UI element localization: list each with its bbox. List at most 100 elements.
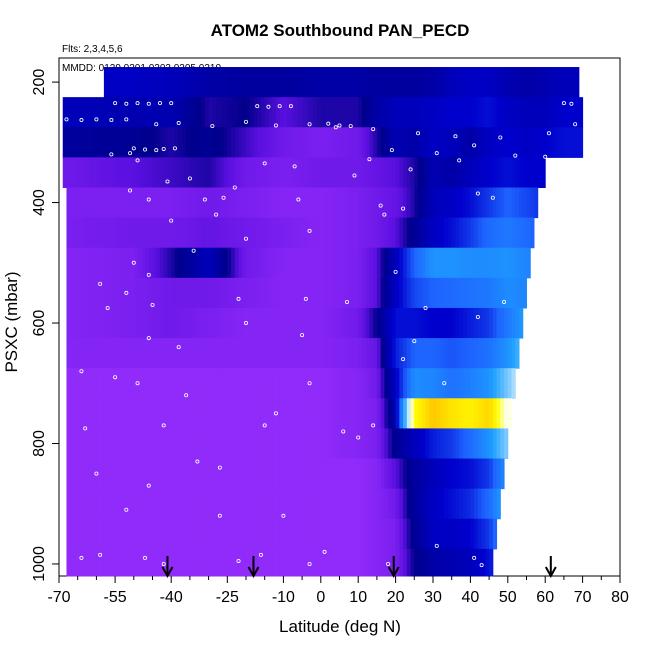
heatmap-cell [492, 518, 498, 550]
heatmap-cell [275, 67, 281, 98]
heatmap-cell [429, 518, 434, 550]
heatmap-cell [219, 368, 225, 399]
heatmap-cell [354, 548, 359, 577]
heatmap-cell [451, 97, 456, 128]
heatmap-cell [111, 157, 116, 188]
heatmap-cell [369, 247, 374, 279]
heatmap-cell [515, 187, 520, 219]
heatmap-cell [260, 338, 266, 369]
heatmap-cell [309, 247, 314, 279]
heatmap-cell [81, 368, 86, 399]
heatmap-cell [204, 247, 210, 279]
heatmap-cell [264, 277, 269, 309]
heatmap-cell [481, 97, 486, 128]
heatmap-cell [485, 458, 490, 490]
sample-point [124, 507, 129, 512]
heatmap-cell [257, 428, 262, 460]
heatmap-cell [111, 548, 116, 577]
heatmap-cell [343, 488, 348, 520]
heatmap-cell [208, 157, 213, 188]
heatmap-cell [436, 488, 441, 520]
sample-point [109, 118, 114, 123]
heatmap-cell [298, 127, 303, 158]
heatmap-cell [73, 488, 79, 520]
heatmap-cell [204, 338, 210, 369]
sample-point [146, 272, 151, 277]
heatmap-cell [201, 428, 206, 460]
heatmap-cell [455, 157, 460, 188]
heatmap-cell [429, 488, 434, 520]
heatmap-cell [511, 97, 516, 128]
heatmap-cell [163, 247, 168, 279]
heatmap-cell [391, 307, 397, 339]
heatmap-cell [287, 428, 292, 460]
heatmap-cell [335, 428, 340, 460]
heatmap-cell [268, 458, 273, 490]
heatmap-cell [406, 428, 412, 460]
heatmap-cell [107, 157, 112, 188]
heatmap-cell [369, 307, 374, 339]
heatmap-cell [122, 428, 127, 460]
heatmap-cell [145, 338, 150, 369]
heatmap-cell [391, 277, 397, 309]
heatmap-cell [440, 428, 445, 460]
heatmap-cell [141, 458, 146, 490]
heatmap-cell [395, 398, 400, 429]
heatmap-cell [73, 338, 79, 369]
heatmap-cell [477, 97, 483, 128]
heatmap-cell [246, 217, 251, 249]
heatmap-cell [193, 458, 198, 490]
heatmap-cell [141, 488, 146, 520]
heatmap-cell [156, 97, 161, 128]
heatmap-cell [260, 277, 266, 309]
heatmap-cell [507, 187, 513, 219]
heatmap-cell [227, 368, 232, 399]
heatmap-cell [145, 458, 150, 490]
heatmap-cell [418, 338, 423, 369]
heatmap-cell [137, 548, 142, 577]
heatmap-cell [324, 247, 329, 279]
heatmap-cell [496, 97, 501, 128]
heatmap-cell [406, 97, 412, 128]
x-tick-label: 80 [611, 589, 629, 606]
heatmap-cell [257, 157, 262, 188]
heatmap-cell [201, 307, 206, 339]
heatmap-cell [429, 157, 434, 188]
heatmap-cell [388, 488, 393, 520]
heatmap-cell [283, 217, 288, 249]
heatmap-cell [283, 368, 288, 399]
x-tick-label: -55 [104, 589, 127, 606]
heatmap-cell [395, 338, 400, 369]
heatmap-cell [298, 157, 303, 188]
heatmap-cell [193, 307, 198, 339]
heatmap-cell [257, 97, 262, 128]
heatmap-cell [414, 247, 419, 279]
heatmap-cell [133, 307, 139, 339]
heatmap-cell [118, 398, 124, 429]
heatmap-cell [444, 548, 449, 577]
heatmap-cell [313, 67, 318, 98]
heatmap-cell [223, 127, 228, 158]
heatmap-cell [159, 247, 165, 279]
heatmap-cell [268, 127, 273, 158]
heatmap-cell [425, 458, 430, 490]
heatmap-cell [328, 217, 333, 249]
sample-point [176, 345, 181, 350]
heatmap-cell [246, 187, 251, 219]
heatmap-cell [440, 398, 445, 429]
heatmap-cell [163, 548, 168, 577]
heatmap-cell [519, 157, 524, 188]
heatmap-cell [96, 127, 101, 158]
heatmap-cell [216, 127, 221, 158]
heatmap-cell [474, 97, 479, 128]
heatmap-cell [253, 458, 258, 490]
heatmap-cell [406, 277, 412, 309]
heatmap-cell [73, 307, 79, 339]
heatmap-cell [388, 67, 393, 98]
heatmap-cell [163, 307, 168, 339]
heatmap-cell [462, 307, 468, 339]
heatmap-cell [171, 548, 176, 577]
heatmap-cell [492, 277, 498, 309]
heatmap-cell [182, 548, 187, 577]
heatmap-cell [197, 338, 202, 369]
